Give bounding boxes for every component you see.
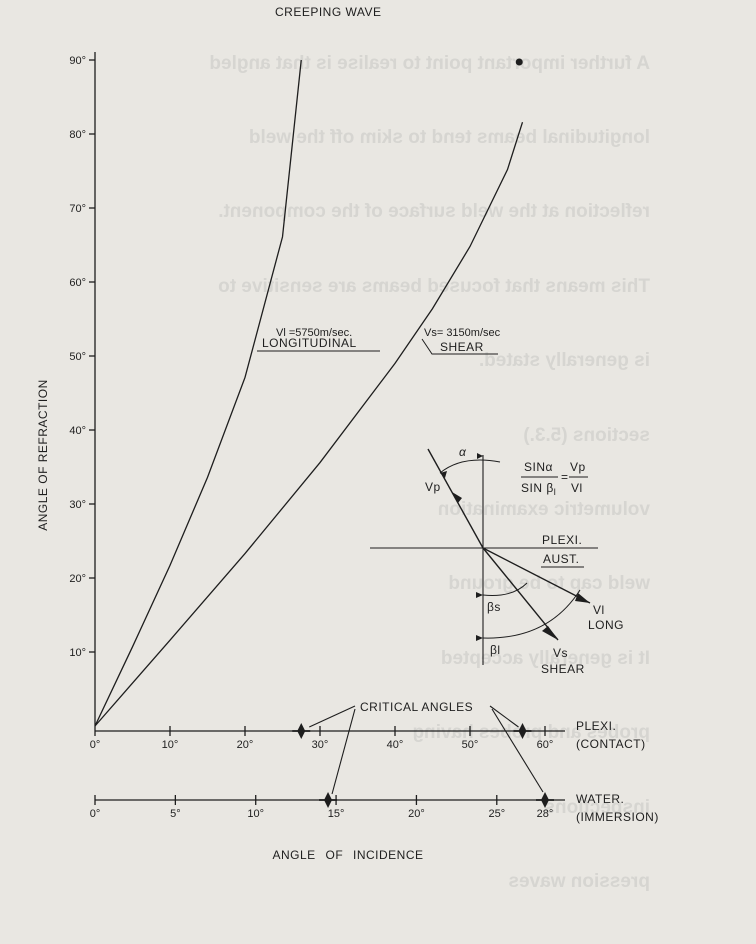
shear-ray-label: SHEAR [541, 662, 585, 676]
shear-ray [482, 547, 559, 641]
critical-angle-leader [309, 705, 356, 728]
aust-medium-label: AUST. [543, 552, 580, 566]
alpha-symbol: α [459, 445, 467, 459]
plexi-axis-note: (CONTACT) [576, 737, 646, 751]
critical-angle-leader [331, 708, 356, 795]
y-axis-label: ANGLE OF REFRACTION [36, 379, 50, 531]
vs-ray-label: Vs [553, 646, 568, 660]
longitudinal-ray [482, 547, 591, 604]
vp-label: Vp [425, 480, 441, 494]
axes-group [89, 52, 565, 808]
plexi-tick-label: 30° [312, 739, 329, 751]
series-line-longitudinal [94, 59, 302, 727]
plexi-axis-name: PLEXI. [576, 719, 616, 733]
critical-angles-label: CRITICAL ANGLES [360, 700, 473, 714]
refraction-chart: 10° 20° 30° 40° 50° 60° 70° 80° 90° 0° 10° 20° 30° 40… [36, 5, 659, 862]
water-tick-label: 20° [408, 808, 425, 820]
beta-l-symbol: βl [490, 643, 501, 657]
beta-l-arrow [476, 635, 483, 641]
incident-arrowhead [452, 492, 462, 503]
x-axis-label: ANGLE OF INCIDENCE [272, 848, 423, 862]
beta-l-arc [482, 589, 581, 639]
figure-page: A further important point to realise is … [36, 5, 659, 892]
shear-arrowhead [542, 626, 558, 640]
formula-numerator-right: Vp [570, 460, 586, 474]
water-tick-label: 28° [537, 808, 554, 820]
critical-angle-leaders [309, 705, 544, 795]
longitudinal-name-label: LONGITUDINAL [262, 336, 357, 350]
plexi-tick-label: 20° [237, 739, 254, 751]
y-tick-label: 80° [69, 129, 86, 141]
plexi-tick-label: 0° [90, 739, 101, 751]
plexi-tick-label: 50° [462, 739, 479, 751]
beta-s-symbol: βs [487, 600, 501, 614]
longitudinal-arrowhead [575, 593, 590, 603]
plexi-tick-label: 40° [387, 739, 404, 751]
y-tick-label: 30° [69, 499, 86, 511]
creeping-wave-point [515, 58, 523, 66]
y-tick-label: 60° [69, 277, 86, 289]
y-tick-label: 10° [69, 647, 86, 659]
formula-denominator-right: Vl [571, 481, 583, 495]
label-leader-lines [257, 338, 498, 355]
y-tick-label: 40° [69, 425, 86, 437]
series-line-shear [94, 121, 524, 727]
longitudinal-speed-label: Vl =5750m/sec. [276, 327, 352, 339]
formula-numerator-left: SINα [524, 460, 553, 474]
critical-angle-leader [489, 705, 519, 728]
beta-s-arc [482, 582, 528, 596]
water-axis-name: WATER. [576, 792, 624, 806]
alpha-arc [439, 459, 501, 474]
water-tick-label: 5° [170, 808, 181, 820]
snell-inset-diagram: α Vp SINα SIN βl = Vp Vl PLEXI. AUST. βs… [370, 445, 624, 676]
y-tick-label: 20° [69, 573, 86, 585]
curves-group [94, 58, 524, 727]
incident-ray [427, 448, 484, 549]
water-tick-label: 15° [328, 808, 345, 820]
formula-equals: = [561, 470, 569, 484]
shear-name-label: SHEAR [440, 340, 484, 354]
water-tick-label: 25° [488, 808, 505, 820]
formula-denominator-left: SIN βl [521, 481, 556, 497]
plexi-tick-label: 60° [537, 739, 554, 751]
plexi-tick-label: 10° [162, 739, 179, 751]
tick-labels-group: 10° 20° 30° 40° 50° 60° 70° 80° 90° 0° 10° 20° 30° 40… [69, 55, 553, 820]
vl-ray-label: Vl [593, 603, 605, 617]
creeping-wave-label: CREEPING WAVE [275, 5, 382, 19]
critical-angle-leader [491, 708, 544, 793]
y-tick-label: 90° [69, 55, 86, 67]
beta-s-arrow [476, 592, 483, 598]
water-tick-label: 10° [247, 808, 264, 820]
y-tick-label: 70° [69, 203, 86, 215]
y-tick-label: 50° [69, 351, 86, 363]
water-axis-note: (IMMERSION) [576, 810, 659, 824]
alpha-arc-arrows [440, 453, 483, 478]
plexi-medium-label: PLEXI. [542, 533, 582, 547]
water-tick-label: 0° [90, 808, 101, 820]
long-ray-label: LONG [588, 618, 624, 632]
shear-speed-label: Vs= 3150m/sec [424, 327, 501, 339]
